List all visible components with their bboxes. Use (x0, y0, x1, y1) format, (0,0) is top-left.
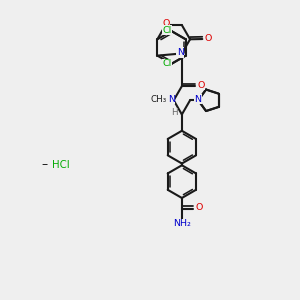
Text: –: – (41, 158, 47, 171)
Text: O: O (205, 34, 212, 43)
Text: O: O (196, 203, 203, 212)
Text: CH₃: CH₃ (151, 95, 167, 104)
Text: O: O (162, 19, 170, 28)
Text: Cl: Cl (162, 59, 172, 68)
Text: HCl: HCl (52, 160, 70, 170)
Text: NH₂: NH₂ (173, 219, 191, 228)
Text: O: O (197, 81, 205, 90)
Text: H: H (171, 109, 178, 118)
Text: N: N (194, 94, 201, 103)
Text: N: N (177, 48, 184, 57)
Text: N: N (168, 94, 175, 103)
Text: Cl: Cl (162, 26, 172, 35)
